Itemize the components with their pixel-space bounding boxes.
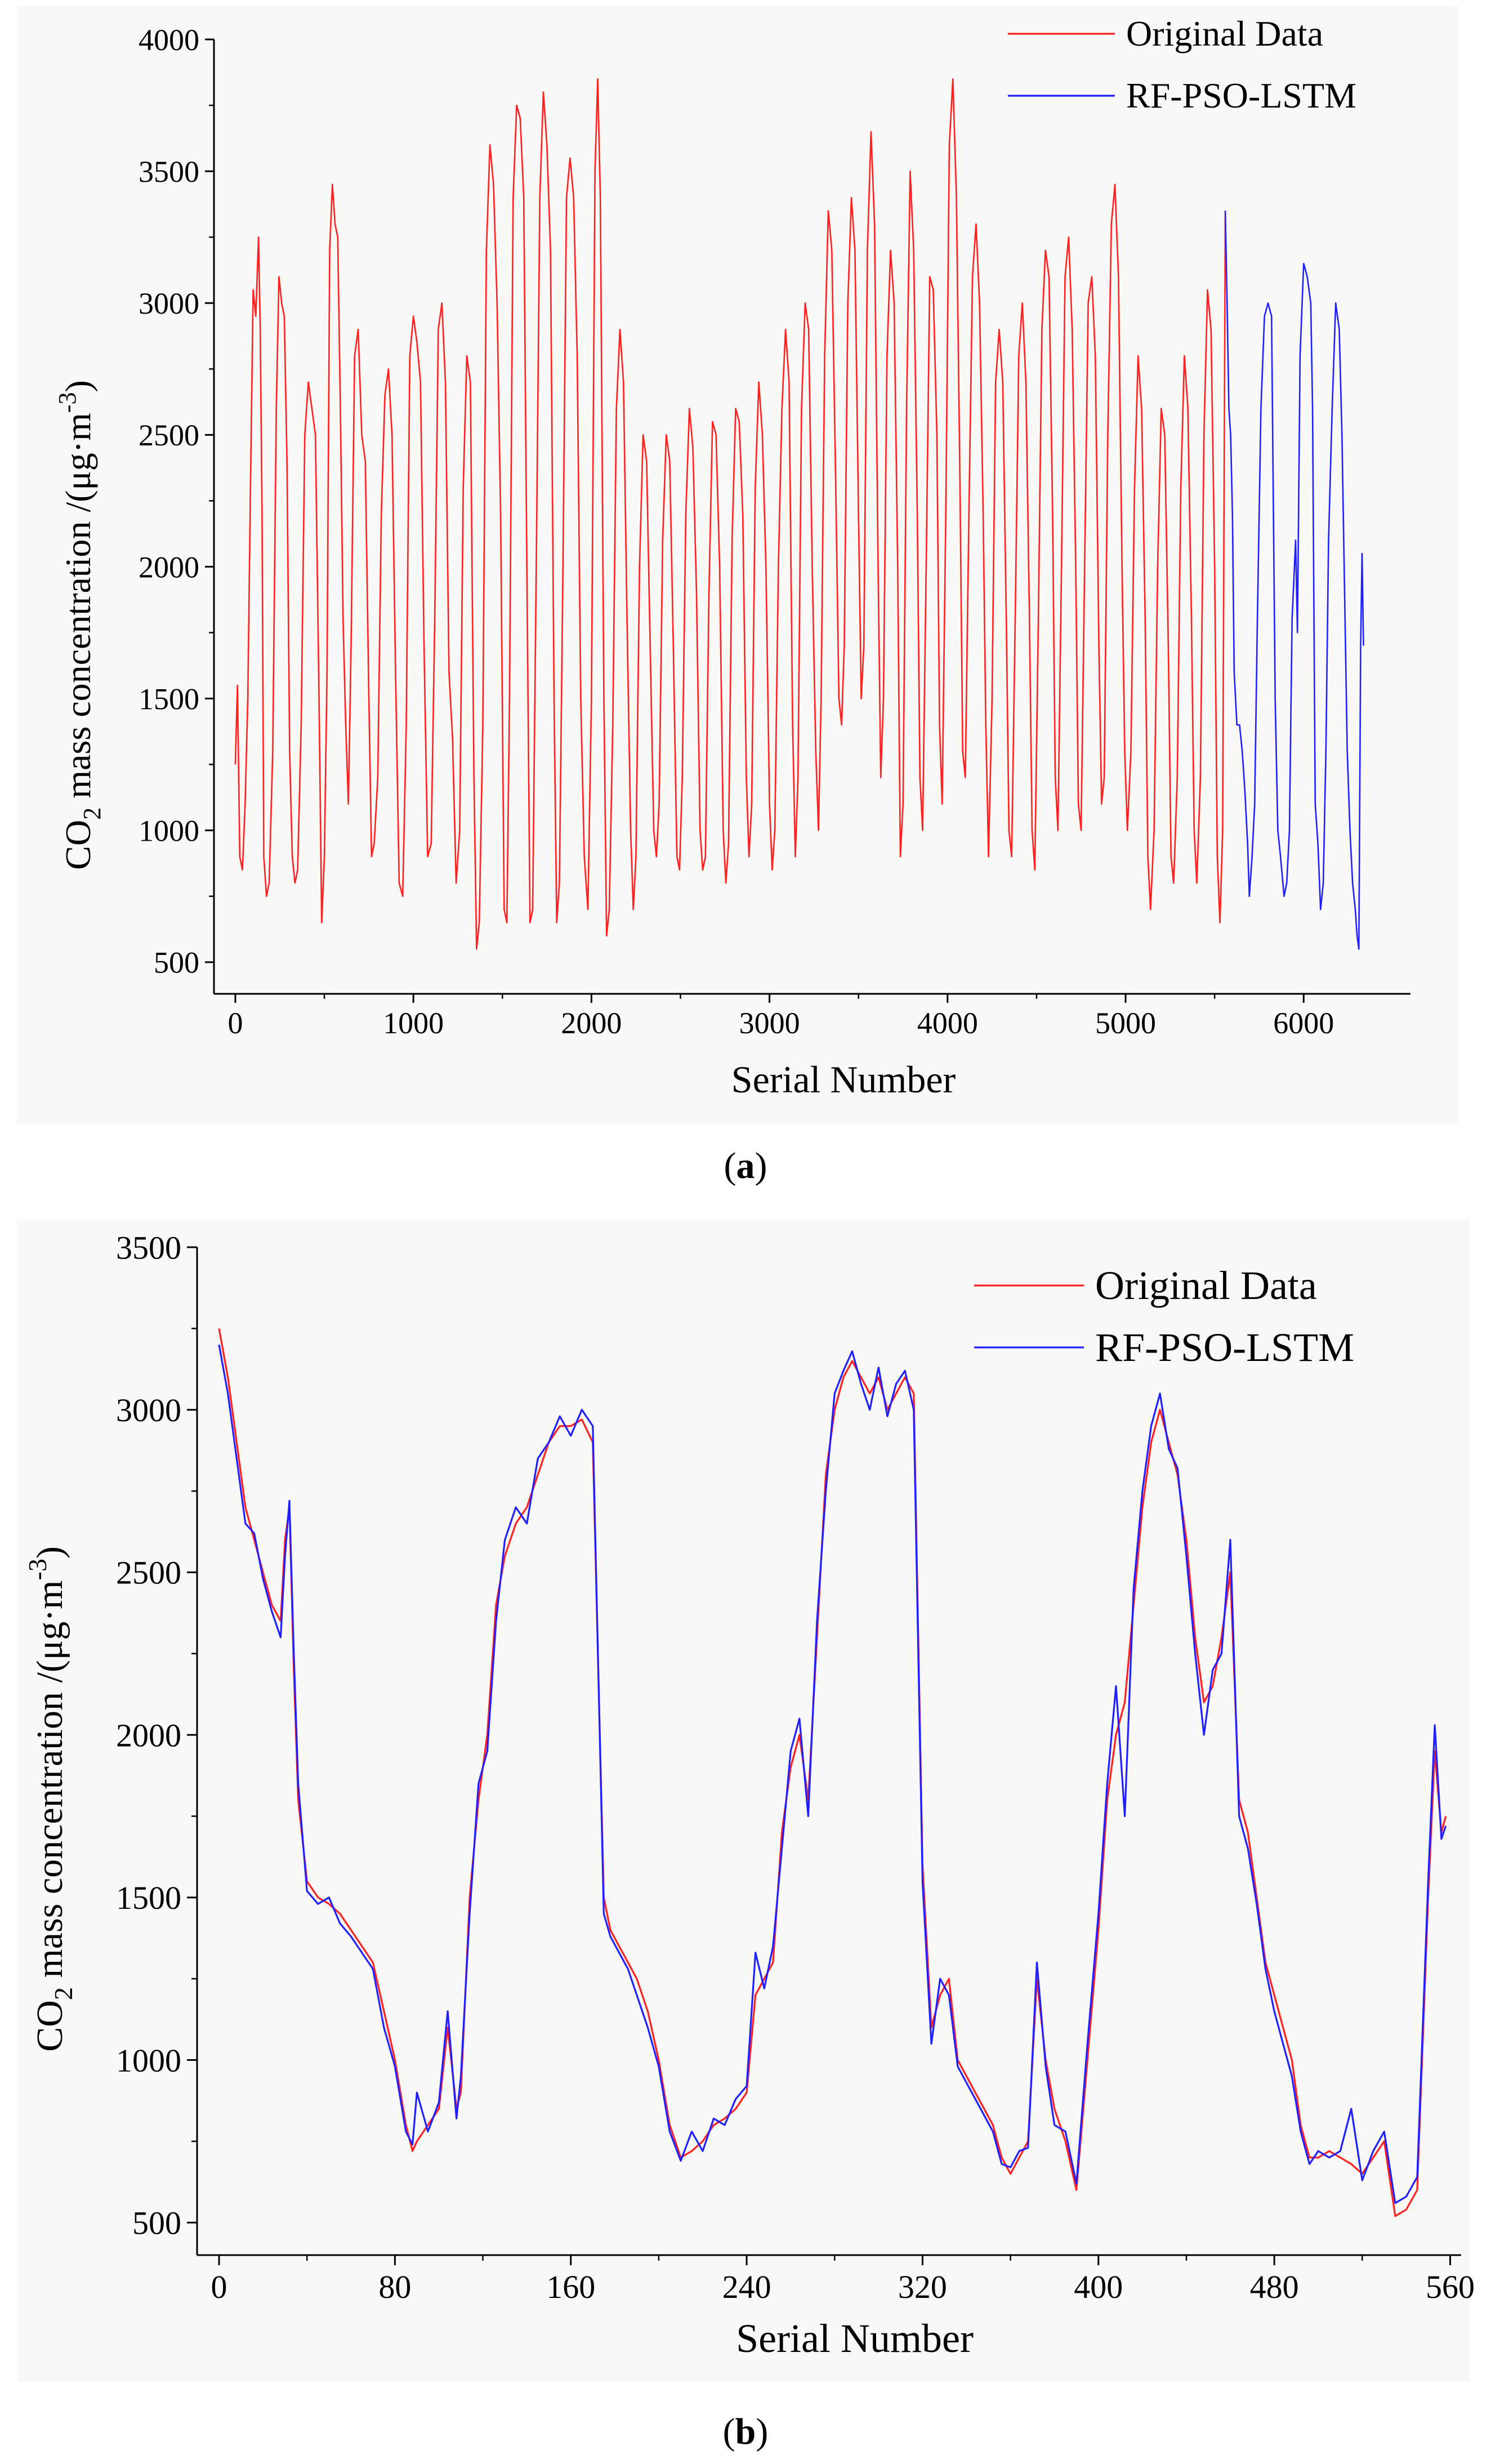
chart-a-legend-label: RF-PSO-LSTM — [1126, 75, 1356, 115]
chart-b-ylabel: CO2 mass concentration /(μg·m-3) — [23, 1546, 78, 2052]
chart-a-y-tick-label: 1500 — [139, 682, 199, 716]
chart-a-x-tick-label: 1000 — [383, 1006, 444, 1040]
chart-b-y-tick-label: 1500 — [116, 1880, 181, 1916]
chart-a-x-tick-label: 6000 — [1273, 1006, 1334, 1040]
chart-b-y-tick-label: 2000 — [116, 1717, 181, 1753]
panel-label-a: (a) — [724, 1145, 767, 1186]
chart-a-legend: Original Data RF-PSO-LSTM — [1008, 14, 1356, 115]
chart-a-y-tick-label: 4000 — [139, 23, 199, 57]
chart-b-y-tick-label: 500 — [132, 2205, 181, 2242]
chart-b-y-tick-label: 3000 — [116, 1392, 181, 1429]
chart-b-x-tick-label: 560 — [1426, 2269, 1475, 2305]
chart-b-x-tick-label: 240 — [722, 2269, 771, 2305]
chart-a-y-tick-label: 1000 — [139, 814, 199, 848]
chart-a: 0 1000 2000 3000 4000 5000 6000 500 1000 1500 2000… — [17, 6, 1458, 1123]
chart-b-x-tick-label: 0 — [211, 2269, 227, 2305]
chart-b-legend-label: Original Data — [1095, 1263, 1317, 1308]
chart-b-background — [17, 1219, 1470, 2382]
chart-b: 0 80 160 240 320 400 480 560 500 1000 1500 2000 2500… — [17, 1219, 1475, 2382]
chart-a-y-tick-label: 2500 — [139, 418, 199, 452]
chart-a-x-tick-label: 4000 — [917, 1006, 978, 1040]
chart-a-background — [17, 6, 1458, 1123]
chart-a-x-tick-label: 2000 — [561, 1006, 622, 1040]
chart-a-y-tick-label: 3000 — [139, 287, 199, 320]
chart-a-legend-label: Original Data — [1126, 14, 1323, 53]
panel-label-b: (b) — [723, 2411, 769, 2452]
chart-b-x-tick-label: 160 — [546, 2269, 595, 2305]
chart-b-xlabel: Serial Number — [736, 2316, 974, 2361]
chart-b-y-tick-label: 3500 — [116, 1229, 181, 1266]
chart-b-x-tick-label: 400 — [1074, 2269, 1123, 2305]
chart-b-series-rf-pso-lstm — [218, 1344, 1447, 2204]
chart-a-series-original-data — [234, 78, 1226, 950]
chart-a-y-tick-label: 3500 — [139, 155, 199, 189]
chart-a-xlabel: Serial Number — [731, 1058, 956, 1101]
chart-a-x-tick-label: 3000 — [739, 1006, 800, 1040]
chart-a-y-tick-label: 500 — [154, 946, 199, 980]
chart-a-x-tick-label: 5000 — [1095, 1006, 1156, 1040]
chart-b-legend-label: RF-PSO-LSTM — [1095, 1325, 1354, 1370]
chart-a-ylabel: CO2 mass concentration /(μg·m-3) — [53, 380, 106, 870]
chart-b-x-tick-label: 80 — [378, 2269, 411, 2305]
chart-b-y-tick-label: 2500 — [116, 1555, 181, 1591]
chart-a-series-rf-pso-lstm — [1224, 211, 1364, 950]
chart-b-x-tick-label: 320 — [898, 2269, 947, 2305]
chart-b-y-tick-label: 1000 — [116, 2042, 181, 2079]
chart-b-legend: Original Data RF-PSO-LSTM — [974, 1263, 1354, 1370]
chart-a-y-tick-label: 2000 — [139, 550, 199, 584]
chart-a-x-tick-label: 0 — [227, 1006, 243, 1040]
chart-b-x-tick-label: 480 — [1250, 2269, 1299, 2305]
